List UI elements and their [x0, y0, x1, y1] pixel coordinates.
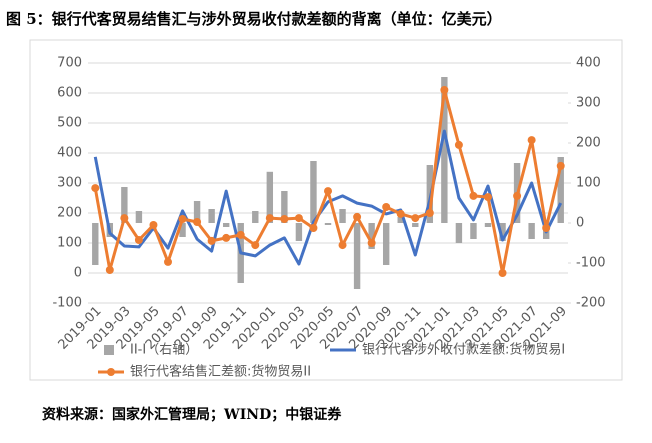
- marker: [527, 136, 536, 145]
- y-tick-label: 500: [57, 116, 82, 131]
- bar: [92, 223, 99, 265]
- marker: [251, 241, 260, 250]
- bar: [484, 223, 492, 227]
- y-tick-label: 200: [57, 206, 82, 221]
- marker: [367, 239, 376, 247]
- marker: [265, 214, 274, 223]
- y2-tick-label: 0: [576, 216, 584, 231]
- marker: [425, 209, 434, 217]
- y-tick-label: 700: [57, 56, 82, 71]
- marker: [411, 214, 420, 223]
- bar: [528, 223, 535, 239]
- source: 资料来源：国家外汇管理局；WIND；中银证券: [42, 406, 342, 423]
- bar: [121, 187, 128, 223]
- bar: [266, 171, 274, 223]
- y2-tick-label: -100: [576, 256, 606, 271]
- marker: [309, 224, 318, 232]
- marker: [542, 224, 551, 232]
- y2-tick-label: -200: [576, 296, 606, 311]
- bar: [339, 209, 346, 223]
- bar: [412, 223, 419, 227]
- chart-frame: [29, 39, 623, 381]
- marker: [280, 215, 289, 223]
- bar: [295, 223, 303, 241]
- marker: [207, 236, 216, 245]
- y-tick-label: -100: [52, 296, 82, 311]
- bar: [193, 201, 201, 223]
- marker: [236, 230, 245, 239]
- bar: [252, 211, 259, 223]
- y2-tick-label: 300: [576, 96, 601, 111]
- marker: [513, 191, 522, 200]
- marker: [498, 269, 507, 277]
- bar: [470, 223, 477, 239]
- y-tick-label: 300: [57, 176, 82, 191]
- legend-label: 银行代客涉外收付款差额:货物贸易I: [362, 342, 565, 358]
- marker: [324, 187, 332, 196]
- y-tick-label: 600: [57, 86, 82, 101]
- y2-tick-label: 400: [576, 56, 601, 71]
- bar: [208, 209, 215, 223]
- marker: [149, 221, 158, 229]
- legend-label: 银行代客结售汇差额:货物贸易II: [130, 364, 311, 380]
- marker: [484, 193, 492, 202]
- marker: [382, 203, 391, 211]
- bar: [135, 211, 143, 223]
- marker: [193, 218, 202, 226]
- marker: [105, 266, 114, 274]
- marker: [556, 161, 565, 170]
- bar: [368, 223, 375, 249]
- bar: [382, 223, 390, 265]
- legend-marker: [107, 368, 115, 376]
- marker: [222, 233, 231, 242]
- bar: [397, 217, 404, 223]
- bar: [324, 223, 332, 225]
- y-tick-label: 400: [57, 146, 82, 161]
- bar: [281, 191, 288, 223]
- y2-tick-label: 200: [576, 136, 601, 151]
- chart-title: 图 5：银行代客贸易结售汇与涉外贸易收付款差额的背离（单位：亿美元）: [6, 10, 502, 28]
- y-tick-label: 0: [74, 266, 82, 281]
- bar: [222, 223, 230, 227]
- bar: [455, 223, 463, 243]
- marker: [440, 86, 449, 94]
- y2-tick-label: 100: [576, 176, 601, 191]
- marker: [353, 212, 362, 221]
- marker: [134, 236, 143, 244]
- marker: [454, 140, 463, 149]
- bar: [310, 161, 317, 223]
- marker: [164, 257, 172, 266]
- marker: [120, 214, 129, 223]
- marker: [91, 184, 100, 193]
- marker: [294, 214, 303, 223]
- marker: [178, 215, 187, 223]
- marker: [396, 209, 405, 218]
- bar: [557, 157, 564, 223]
- legend-swatch: [104, 345, 114, 355]
- bar: [499, 223, 506, 241]
- legend-label: II-I（右轴）: [130, 343, 198, 358]
- bar: [179, 223, 186, 237]
- marker: [338, 241, 347, 250]
- bar: [353, 223, 361, 289]
- y-tick-label: 100: [57, 236, 82, 251]
- marker: [469, 191, 478, 200]
- bar: [441, 77, 448, 223]
